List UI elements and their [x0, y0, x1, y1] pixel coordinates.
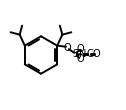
Text: O: O	[77, 54, 84, 64]
Text: O: O	[77, 44, 84, 54]
Text: S: S	[72, 49, 78, 59]
Text: C: C	[86, 50, 93, 59]
Text: O: O	[63, 43, 71, 53]
Text: O: O	[92, 50, 100, 59]
Text: N: N	[79, 50, 86, 59]
